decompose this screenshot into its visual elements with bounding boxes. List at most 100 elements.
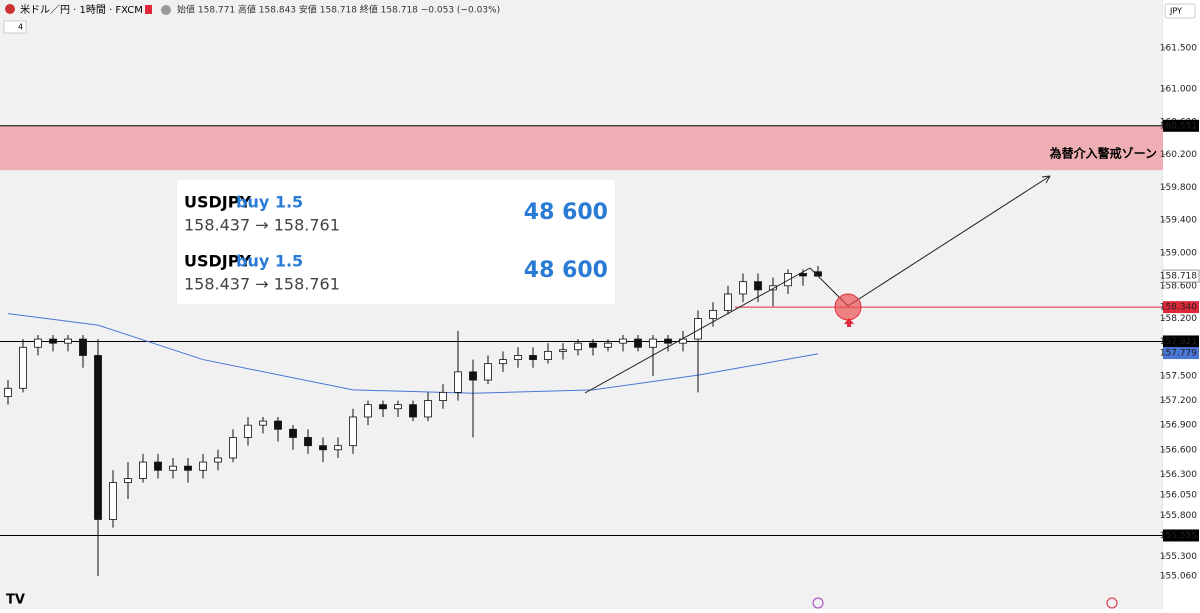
candle-body — [769, 285, 777, 291]
candle-body — [499, 359, 507, 365]
candle-body — [4, 387, 12, 397]
candle-body — [724, 293, 732, 311]
candle-body — [64, 338, 72, 344]
y-tick-label: 161.000 — [1160, 84, 1197, 94]
candle-body — [514, 355, 522, 360]
level-label: 155.555 — [1160, 531, 1197, 541]
candle-body — [49, 338, 57, 344]
up-arrow — [844, 318, 854, 327]
trade-side: buy 1.5 — [236, 193, 303, 212]
entry-marker — [834, 293, 862, 321]
level-tag — [1163, 119, 1199, 132]
y-tick-label: 161.500 — [1160, 43, 1197, 53]
y-tick-label: 159.400 — [1160, 216, 1197, 226]
trade-side: buy 1.5 — [236, 252, 303, 271]
candle-body — [169, 465, 177, 471]
zone — [0, 125, 1163, 171]
candle-body — [379, 404, 387, 410]
y-tick-label: 156.300 — [1160, 470, 1197, 480]
candle-body — [229, 437, 237, 459]
level-tag — [1163, 529, 1199, 542]
zone-label: 為替介入警戒ゾーン — [1050, 145, 1157, 160]
candle-body — [334, 445, 342, 451]
y-tick-label: 157.500 — [1160, 371, 1197, 381]
candle-body — [454, 371, 462, 393]
candle-body — [664, 338, 672, 344]
candle-body — [589, 342, 597, 348]
ma-tag — [1163, 347, 1199, 360]
candle-body — [529, 355, 537, 360]
symbol-title: 米ドル／円 · 1時間 · FXCM — [20, 3, 143, 16]
record-icon[interactable] — [1106, 597, 1118, 609]
currency-label: JPY — [1169, 7, 1182, 16]
moving-average — [7, 313, 819, 394]
candle-body — [259, 420, 267, 426]
candle-body — [409, 404, 417, 418]
candle-body — [274, 420, 282, 430]
ohlc-legend: 始値 158.771 高値 158.843 安値 158.718 終値 158.… — [177, 4, 500, 16]
candle-body — [124, 478, 132, 483]
tool-icon[interactable] — [812, 597, 824, 609]
candle-body — [439, 391, 447, 401]
arrow-head — [1041, 175, 1051, 184]
trade-profit: 48 600 — [524, 258, 608, 283]
candle-body — [604, 342, 612, 348]
candle-body — [619, 338, 627, 344]
candle-body — [184, 465, 192, 471]
candle-body — [484, 363, 492, 381]
indicator-chip[interactable] — [3, 20, 27, 34]
y-tick-label: 158.600 — [1160, 281, 1197, 291]
candle-body — [304, 437, 312, 447]
currency-button[interactable] — [1164, 3, 1196, 19]
candle-body — [244, 424, 252, 438]
flag-icon — [145, 5, 152, 14]
candle-body — [469, 371, 477, 381]
level-label: 160.551 — [1160, 121, 1197, 131]
candle-body — [544, 350, 552, 360]
candle-body — [349, 416, 357, 447]
candle-body — [574, 342, 582, 351]
y-tick-label: 157.200 — [1160, 396, 1197, 406]
level-tag — [1163, 301, 1199, 314]
candle-body — [214, 457, 222, 463]
ma-label: 157.779 — [1160, 349, 1197, 359]
candle-body — [319, 445, 327, 451]
candle-body — [364, 404, 372, 418]
candle-body — [424, 400, 432, 418]
y-tick-label: 160.200 — [1160, 150, 1197, 160]
candle-body — [739, 281, 747, 295]
candle-body — [754, 281, 762, 291]
trade-prices: 158.437 → 158.761 — [184, 275, 340, 294]
y-tick-label: 158.200 — [1160, 314, 1197, 324]
y-tick-label: 156.900 — [1160, 421, 1197, 431]
candle-body — [634, 338, 642, 348]
logo: TV — [6, 593, 25, 608]
candle-body — [559, 349, 567, 352]
candle-body — [649, 338, 657, 348]
trade-profit: 48 600 — [524, 200, 608, 225]
candle-body — [94, 355, 102, 520]
last-price-tag — [1162, 269, 1200, 283]
level-tag — [1163, 335, 1199, 348]
candle-body — [199, 461, 207, 471]
status-icon — [161, 5, 171, 15]
candle-body — [79, 338, 87, 356]
trade-symbol: USDJPY — [184, 193, 251, 212]
y-tick-label: 159.800 — [1160, 183, 1197, 193]
candle-body — [154, 461, 162, 471]
candle-body — [109, 482, 117, 520]
candle-body — [784, 273, 792, 287]
candle-body — [289, 428, 297, 438]
projection-line — [847, 175, 1051, 307]
trade-symbol: USDJPY — [184, 252, 251, 271]
y-tick-label: 155.800 — [1160, 511, 1197, 521]
trade-box — [177, 180, 615, 304]
candle-body — [19, 346, 27, 389]
candle-body — [34, 338, 42, 348]
last-price-label: 158.718 — [1160, 272, 1197, 282]
candle-body — [799, 273, 807, 277]
y-tick-label: 159.000 — [1160, 248, 1197, 258]
y-tick-label: 155.060 — [1160, 572, 1197, 582]
